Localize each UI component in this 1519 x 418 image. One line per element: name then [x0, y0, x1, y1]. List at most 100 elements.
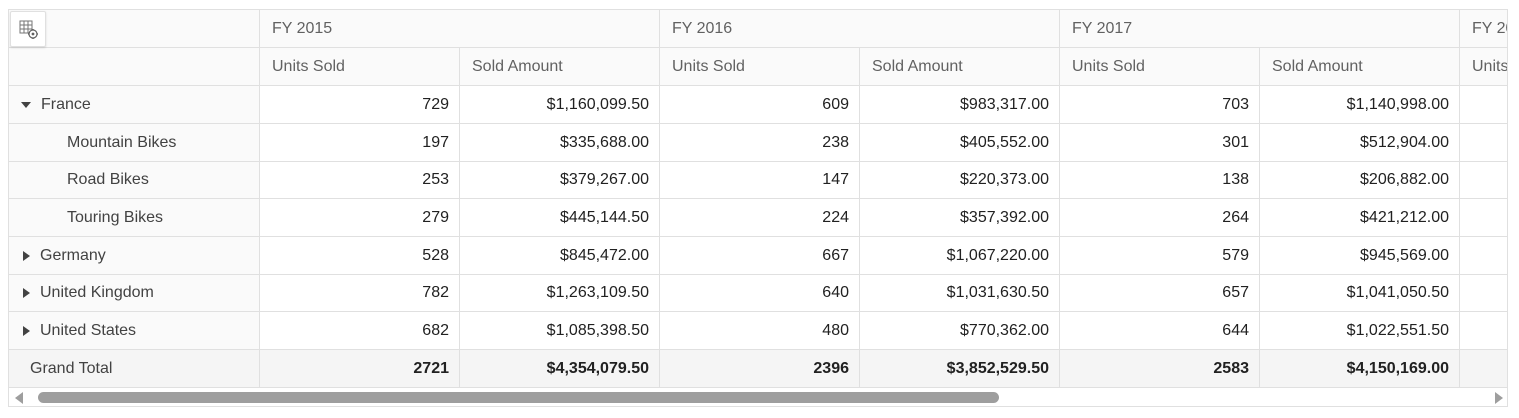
- measure-header-sold-amount[interactable]: Sold Amount: [1260, 48, 1460, 85]
- measure-header-units-sold[interactable]: Units Sold: [1460, 48, 1507, 85]
- corner-header: [9, 10, 260, 47]
- measure-header-sold-amount[interactable]: Sold Amount: [460, 48, 660, 85]
- table-row: France 729 $1,160,099.50 609 $983,317.00…: [9, 86, 1507, 124]
- row-header-road-bikes[interactable]: Road Bikes: [9, 162, 260, 198]
- value-cell[interactable]: $1,263,109.50: [460, 275, 660, 311]
- value-cell[interactable]: 609: [660, 86, 860, 123]
- value-cell[interactable]: [1460, 237, 1507, 274]
- value-cell[interactable]: 147: [660, 162, 860, 198]
- value-cell[interactable]: 264: [1060, 199, 1260, 236]
- grid-settings-icon: [19, 20, 38, 39]
- value-cell[interactable]: 238: [660, 124, 860, 161]
- caret-right-icon[interactable]: [23, 325, 30, 336]
- row-header-touring-bikes[interactable]: Touring Bikes: [9, 199, 260, 236]
- value-cell[interactable]: $1,041,050.50: [1260, 275, 1460, 311]
- value-cell[interactable]: $379,267.00: [460, 162, 660, 198]
- total-cell[interactable]: $4,150,169.00: [1260, 350, 1460, 387]
- value-cell[interactable]: $1,022,551.50: [1260, 312, 1460, 349]
- value-cell[interactable]: 729: [260, 86, 460, 123]
- total-cell[interactable]: $4,354,079.50: [460, 350, 660, 387]
- field-list-button[interactable]: [10, 11, 46, 47]
- value-cell[interactable]: 224: [660, 199, 860, 236]
- value-cell[interactable]: $1,140,998.00: [1260, 86, 1460, 123]
- column-header-row-years: FY 2015 FY 2016 FY 2017 FY 2018: [9, 10, 1507, 48]
- value-cell[interactable]: $206,882.00: [1260, 162, 1460, 198]
- value-cell[interactable]: $1,160,099.50: [460, 86, 660, 123]
- table-row: Mountain Bikes 197 $335,688.00 238 $405,…: [9, 124, 1507, 162]
- row-header-grand-total[interactable]: Grand Total: [9, 350, 260, 387]
- caret-right-icon[interactable]: [23, 250, 30, 261]
- value-cell[interactable]: $512,904.00: [1260, 124, 1460, 161]
- pivot-grid: FY 2015 FY 2016 FY 2017 FY 2018 Units So…: [9, 10, 1507, 387]
- table-row: United States 682 $1,085,398.50 480 $770…: [9, 312, 1507, 350]
- table-row: United Kingdom 782 $1,263,109.50 640 $1,…: [9, 275, 1507, 312]
- value-cell[interactable]: 528: [260, 237, 460, 274]
- caret-right-icon[interactable]: [23, 288, 30, 298]
- value-cell[interactable]: [1460, 124, 1507, 161]
- row-header-germany[interactable]: Germany: [9, 237, 260, 274]
- value-cell[interactable]: 253: [260, 162, 460, 198]
- value-cell[interactable]: $445,144.50: [460, 199, 660, 236]
- scroll-right-arrow-icon[interactable]: [1495, 392, 1503, 404]
- value-cell[interactable]: $983,317.00: [860, 86, 1060, 123]
- value-cell[interactable]: [1460, 162, 1507, 198]
- total-cell[interactable]: 2583: [1060, 350, 1260, 387]
- value-cell[interactable]: 703: [1060, 86, 1260, 123]
- value-cell[interactable]: 667: [660, 237, 860, 274]
- value-cell[interactable]: 301: [1060, 124, 1260, 161]
- total-cell[interactable]: 2396: [660, 350, 860, 387]
- value-cell[interactable]: 657: [1060, 275, 1260, 311]
- row-header-france[interactable]: France: [9, 86, 260, 123]
- value-cell[interactable]: $357,392.00: [860, 199, 1060, 236]
- value-cell[interactable]: 197: [260, 124, 460, 161]
- row-header-mountain-bikes[interactable]: Mountain Bikes: [9, 124, 260, 161]
- row-header-label: United States: [40, 321, 137, 339]
- scrollbar-thumb[interactable]: [38, 392, 999, 403]
- measure-header-units-sold[interactable]: Units Sold: [260, 48, 460, 85]
- column-header-fy2016[interactable]: FY 2016: [660, 10, 1060, 47]
- row-header-label: United Kingdom: [40, 284, 154, 301]
- value-cell[interactable]: 682: [260, 312, 460, 349]
- measure-header-units-sold[interactable]: Units Sold: [1060, 48, 1260, 85]
- measure-header-sold-amount[interactable]: Sold Amount: [860, 48, 1060, 85]
- table-row: Touring Bikes 279 $445,144.50 224 $357,3…: [9, 199, 1507, 237]
- horizontal-scrollbar[interactable]: [9, 387, 1507, 406]
- value-cell[interactable]: 480: [660, 312, 860, 349]
- value-cell[interactable]: [1460, 275, 1507, 311]
- measure-header-units-sold[interactable]: Units Sold: [660, 48, 860, 85]
- value-cell[interactable]: $405,552.00: [860, 124, 1060, 161]
- row-header-label: Mountain Bikes: [67, 133, 177, 151]
- total-cell[interactable]: $3,852,529.50: [860, 350, 1060, 387]
- value-cell[interactable]: [1460, 199, 1507, 236]
- row-header-united-states[interactable]: United States: [9, 312, 260, 349]
- row-header-united-kingdom[interactable]: United Kingdom: [9, 275, 260, 311]
- total-cell[interactable]: 2721: [260, 350, 460, 387]
- value-cell[interactable]: $845,472.00: [460, 237, 660, 274]
- value-cell[interactable]: [1460, 86, 1507, 123]
- column-header-fy2018[interactable]: FY 2018: [1460, 10, 1507, 47]
- row-header-label: Road Bikes: [67, 171, 149, 188]
- column-header-fy2017[interactable]: FY 2017: [1060, 10, 1460, 47]
- value-cell[interactable]: $1,067,220.00: [860, 237, 1060, 274]
- value-cell[interactable]: 644: [1060, 312, 1260, 349]
- column-header-fy2015[interactable]: FY 2015: [260, 10, 660, 47]
- corner-header-lower: [9, 48, 260, 85]
- value-cell[interactable]: 782: [260, 275, 460, 311]
- value-cell[interactable]: $335,688.00: [460, 124, 660, 161]
- value-cell[interactable]: $421,212.00: [1260, 199, 1460, 236]
- row-header-label: France: [41, 95, 91, 113]
- value-cell[interactable]: $1,031,630.50: [860, 275, 1060, 311]
- value-cell[interactable]: $945,569.00: [1260, 237, 1460, 274]
- pivot-table: FY 2015 FY 2016 FY 2017 FY 2018 Units So…: [8, 9, 1508, 407]
- total-cell[interactable]: [1460, 350, 1507, 387]
- value-cell[interactable]: $1,085,398.50: [460, 312, 660, 349]
- caret-down-icon[interactable]: [21, 101, 31, 108]
- value-cell[interactable]: $220,373.00: [860, 162, 1060, 198]
- value-cell[interactable]: 138: [1060, 162, 1260, 198]
- value-cell[interactable]: $770,362.00: [860, 312, 1060, 349]
- value-cell[interactable]: 579: [1060, 237, 1260, 274]
- value-cell[interactable]: 279: [260, 199, 460, 236]
- value-cell[interactable]: 640: [660, 275, 860, 311]
- scroll-left-arrow-icon[interactable]: [15, 392, 23, 404]
- value-cell[interactable]: [1460, 312, 1507, 349]
